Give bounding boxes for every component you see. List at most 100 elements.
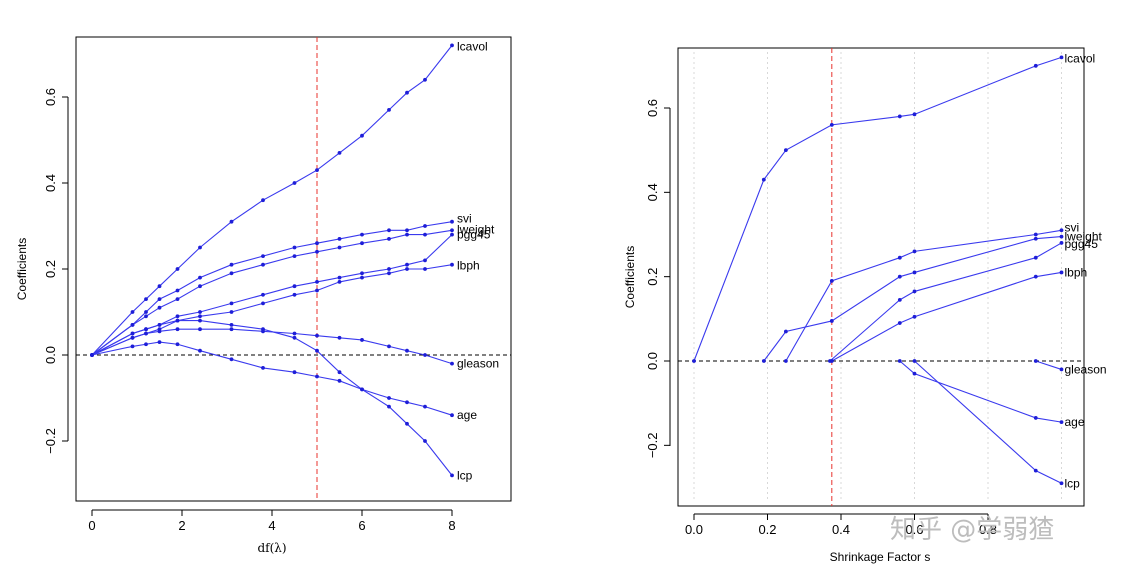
data-point-lcavol [360,133,364,138]
watermark: 知乎 @学弱猹 [890,515,1054,545]
data-point-age [157,340,162,344]
data-point-lcavol [912,112,917,117]
data-point-lbph [337,280,342,284]
data-point-pgg45 [292,284,297,289]
y-tick-label: −0.2 [645,432,660,458]
series-label-age: age [457,408,477,422]
data-point-gleason [144,331,148,336]
data-point-svi [292,245,297,250]
y-tick-label: 0.6 [43,88,58,106]
y-tick-label: 0.4 [645,183,660,201]
series-line-lbph [91,264,453,356]
x-tick-label: 2 [178,518,185,533]
series-line-pgg45 [829,242,1062,362]
data-point-pgg45 [405,262,409,267]
data-point-svi [783,359,788,363]
series-label-gleason: gleason [1065,362,1107,376]
data-point-svi [360,232,364,237]
data-point-lcp [387,404,391,409]
data-point-lcavol [1059,55,1064,60]
data-point-lcavol [423,77,427,82]
right-plot-frame [677,47,1085,507]
data-point-gleason [1033,359,1038,363]
series-label-lbph: lbph [1065,265,1088,279]
data-point-lcavol [315,168,319,173]
data-point-lweight [450,228,454,233]
data-point-lweight [130,323,135,327]
data-point-pgg45 [261,292,265,297]
data-point-svi [387,228,391,233]
data-point-lweight [405,232,409,237]
series-line-svi [91,221,453,356]
data-point-lcp [261,327,265,332]
data-point-lbph [229,310,234,314]
data-point-svi [261,254,265,258]
data-point-lbph [1033,274,1038,279]
data-point-pgg45 [387,267,391,271]
data-point-lbph [450,262,454,267]
data-point-pgg45 [1059,241,1064,245]
series-line-age [899,360,1062,423]
data-point-lcavol [783,148,788,153]
data-point-lcavol [1033,63,1038,68]
y-tick-label: 0.2 [645,268,660,286]
series-label-svi: svi [457,212,472,226]
data-point-gleason [130,335,135,340]
data-point-age [261,366,265,370]
data-point-gleason [229,327,234,332]
data-point-svi [175,288,180,293]
data-point-lbph [261,301,265,306]
data-point-age [1059,420,1064,425]
x-tick-label: 8 [448,518,455,533]
data-point-lcp [450,473,454,478]
data-point-lbph [292,292,297,297]
data-point-lcavol [450,43,454,48]
x-tick-label: 0.6 [905,522,923,537]
data-point-lweight [897,274,902,279]
data-point-svi [405,228,409,233]
data-point-svi [829,278,834,283]
data-point-pgg45 [912,289,917,294]
data-point-pgg45 [229,301,234,306]
series-line-age [91,341,453,416]
data-point-lweight [229,271,234,276]
data-point-lcavol [175,267,180,271]
data-point-lbph [912,314,917,319]
right-reference-lines [678,48,1084,506]
data-point-lcavol [405,90,409,95]
data-point-lweight [157,305,162,310]
data-point-age [144,342,148,347]
data-point-lweight [337,245,342,250]
data-point-gleason [157,329,162,334]
data-point-lcavol [761,177,766,182]
data-point-svi [423,224,427,228]
series-label-lweight: lweight [457,222,495,236]
data-point-svi [897,255,902,260]
data-point-svi [450,219,454,224]
y-tick-label: 0.0 [645,352,660,370]
data-point-gleason [387,344,391,349]
data-point-lweight [387,237,391,241]
data-point-age [292,370,297,375]
data-point-age [315,374,319,379]
data-point-svi [912,249,917,254]
x-tick-label: 4 [268,518,275,533]
data-point-gleason [292,331,297,336]
x-tick-label: 0 [88,518,95,533]
data-point-pgg45 [198,310,202,314]
data-point-svi [315,241,319,246]
data-point-lcp [157,323,162,327]
data-point-lcavol [387,108,391,112]
series-label-lcavol: lcavol [457,39,488,53]
data-point-age [405,400,409,405]
data-point-lcavol [292,181,297,185]
data-point-lweight [1033,236,1038,241]
data-point-lcp [912,359,917,363]
series-line-lweight [763,236,1062,362]
x-tick-label: 6 [358,518,365,533]
data-point-lweight [829,319,834,323]
left-xlabel: df(λ) [257,541,286,555]
data-point-pgg45 [315,280,319,284]
